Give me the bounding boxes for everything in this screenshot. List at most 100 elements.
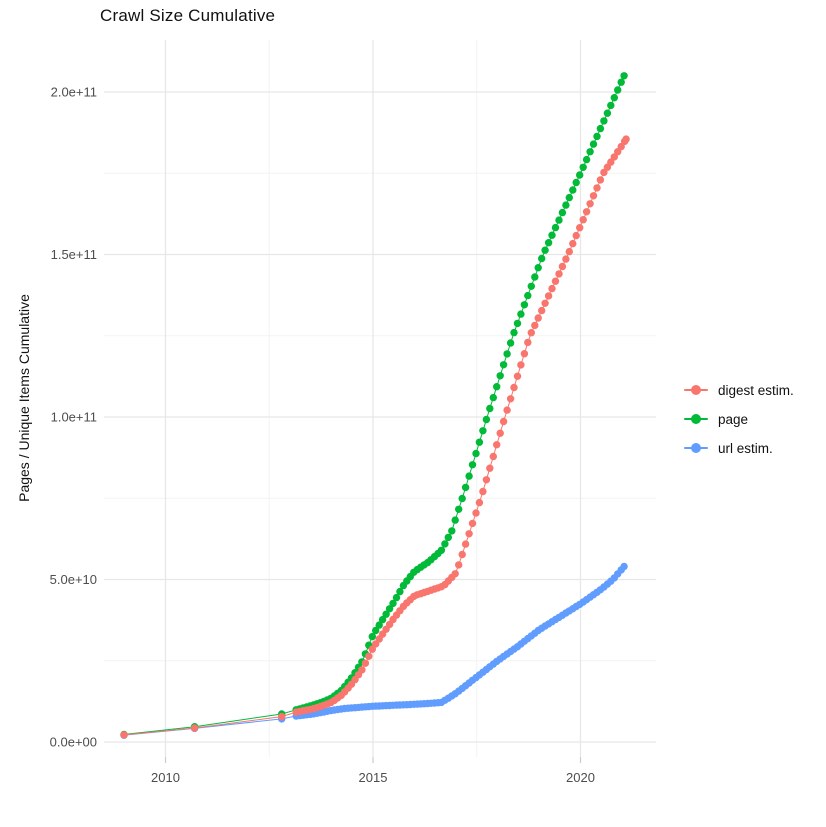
data-point — [586, 200, 594, 208]
legend-point-icon — [691, 414, 701, 424]
data-point — [479, 487, 487, 496]
data-point — [499, 361, 508, 369]
data-point — [489, 393, 497, 402]
data-point — [455, 505, 463, 513]
data-point — [448, 527, 456, 535]
data-point — [510, 328, 518, 337]
data-point — [517, 310, 525, 318]
data-point — [555, 216, 563, 224]
x-tick-label: 2015 — [359, 770, 388, 785]
data-point — [576, 171, 584, 179]
data-point — [437, 546, 446, 554]
data-point — [503, 406, 511, 414]
data-point — [496, 372, 504, 380]
data-point — [385, 605, 394, 613]
data-point — [493, 441, 501, 449]
data-point — [361, 659, 370, 667]
data-point — [472, 509, 480, 517]
series-page — [120, 72, 628, 739]
data-point — [579, 163, 587, 171]
legend-item-url-estim: url estim. — [683, 438, 794, 458]
data-point — [458, 494, 466, 503]
data-point — [548, 284, 556, 293]
data-point — [596, 176, 605, 184]
data-point — [482, 415, 491, 424]
data-point — [375, 621, 383, 629]
data-point — [596, 124, 605, 133]
legend-item-page: page — [683, 409, 794, 429]
data-point — [190, 724, 199, 732]
data-point — [120, 731, 128, 739]
legend-key-digest-estim — [683, 380, 709, 400]
data-point — [569, 239, 577, 248]
y-tick-label: 0.0e+00 — [50, 735, 97, 750]
data-point — [582, 155, 591, 164]
legend-label: digest estim. — [718, 382, 794, 398]
data-point — [555, 270, 563, 278]
data-point — [520, 301, 529, 309]
data-point — [558, 262, 567, 271]
data-point — [582, 208, 591, 216]
legend-label: page — [718, 411, 749, 427]
data-point — [493, 383, 501, 391]
y-tick-label: 5.0e+10 — [50, 572, 97, 587]
data-point — [531, 273, 539, 281]
data-point — [506, 339, 515, 347]
data-point — [513, 319, 522, 328]
data-point — [572, 231, 580, 240]
chart-title: Crawl Size Cumulative — [100, 6, 276, 25]
data-point — [572, 178, 580, 187]
data-point — [368, 632, 376, 641]
data-point — [603, 109, 612, 117]
data-point — [534, 264, 542, 272]
data-point — [465, 472, 473, 480]
data-point — [465, 530, 473, 538]
data-point — [620, 562, 628, 571]
data-point — [610, 94, 618, 102]
data-point — [468, 461, 477, 469]
data-point — [468, 519, 477, 528]
gridlines-minor — [104, 40, 656, 757]
data-point — [607, 158, 615, 166]
y-axis-title: Pages / Unique Items Cumulative — [16, 294, 32, 502]
series-digest-estim — [120, 135, 630, 739]
data-point — [520, 350, 529, 358]
data-point — [372, 626, 380, 635]
data-point — [593, 132, 601, 141]
data-point — [586, 148, 594, 156]
data-point — [548, 231, 556, 239]
y-axis: 0.0e+00 5.0e+10 1.0e+11 1.5e+11 2.0e+11 — [50, 85, 97, 750]
data-point — [541, 299, 549, 307]
data-point — [496, 429, 504, 437]
data-point — [617, 78, 625, 86]
x-axis: 2010 2015 2020 — [151, 757, 595, 785]
data-point — [576, 224, 584, 232]
data-point — [565, 193, 573, 202]
y-tick-label: 1.0e+11 — [51, 410, 97, 425]
data-point — [444, 533, 452, 542]
data-point — [486, 404, 494, 413]
data-point — [368, 645, 376, 653]
data-point — [551, 223, 560, 232]
data-point — [600, 117, 608, 125]
data-point — [479, 427, 487, 435]
x-tick-label: 2010 — [151, 770, 180, 785]
data-point — [499, 417, 508, 426]
data-point — [392, 593, 401, 602]
data-point — [513, 372, 522, 380]
data-point — [482, 476, 491, 484]
data-point — [451, 516, 459, 524]
data-point — [534, 314, 542, 322]
data-point — [455, 561, 463, 569]
data-point — [593, 184, 601, 192]
data-point — [579, 216, 587, 224]
data-point — [358, 666, 366, 674]
legend-point-icon — [691, 443, 701, 453]
data-point — [503, 350, 511, 358]
data-point — [569, 186, 577, 194]
legend-key-url-estim — [683, 438, 709, 458]
data-point — [278, 712, 286, 721]
y-tick-label: 1.5e+11 — [51, 247, 97, 262]
data-point — [544, 292, 553, 300]
